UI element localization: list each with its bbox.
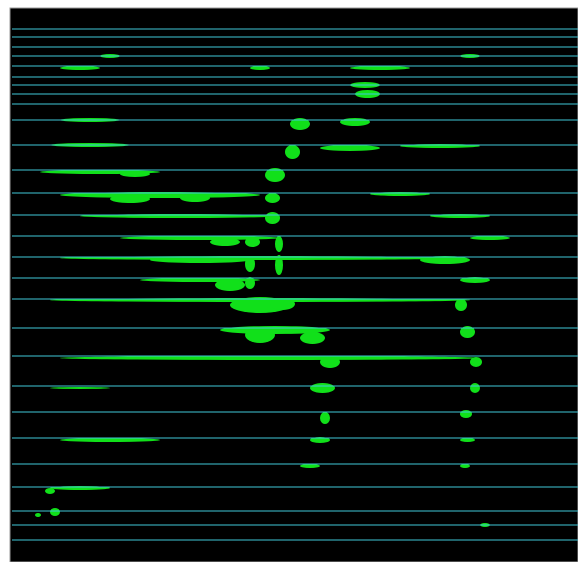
green-blob: [150, 257, 250, 263]
green-blob: [245, 277, 255, 289]
green-blob: [310, 383, 335, 393]
green-blob: [285, 145, 300, 159]
plot-view: [0, 0, 578, 562]
green-blob: [60, 438, 160, 442]
green-blob: [245, 237, 260, 247]
green-blob: [470, 357, 482, 367]
green-blob: [470, 383, 480, 393]
green-blob: [300, 332, 325, 344]
green-blob: [120, 171, 150, 177]
green-blob: [320, 356, 340, 368]
green-blob: [350, 66, 410, 70]
green-blob: [215, 279, 245, 291]
green-blob: [50, 387, 110, 389]
green-blob: [340, 118, 370, 126]
green-blob: [470, 236, 510, 240]
green-blob: [455, 299, 467, 311]
green-blob: [210, 238, 240, 246]
green-blob: [245, 256, 255, 272]
green-blob: [140, 278, 260, 282]
green-blob: [300, 464, 320, 468]
green-blob: [275, 255, 283, 275]
green-blob: [320, 412, 330, 424]
green-blob: [245, 327, 275, 343]
green-blob: [60, 66, 100, 70]
green-blob: [45, 488, 55, 494]
green-blob: [35, 513, 41, 517]
green-blob: [50, 508, 60, 516]
green-blob: [270, 298, 295, 310]
green-blob: [460, 410, 472, 418]
green-blob: [275, 236, 283, 252]
page: (() => { const svg = document.getElement…: [0, 0, 578, 562]
black-panel: [10, 8, 578, 562]
green-blob: [60, 356, 480, 360]
green-blob: [265, 212, 280, 224]
green-blob: [460, 438, 475, 442]
green-blob: [460, 464, 470, 468]
green-blob: [110, 195, 150, 203]
green-blob: [265, 193, 280, 203]
green-blob: [180, 194, 210, 202]
green-blob: [250, 66, 270, 70]
green-blob: [320, 145, 380, 151]
